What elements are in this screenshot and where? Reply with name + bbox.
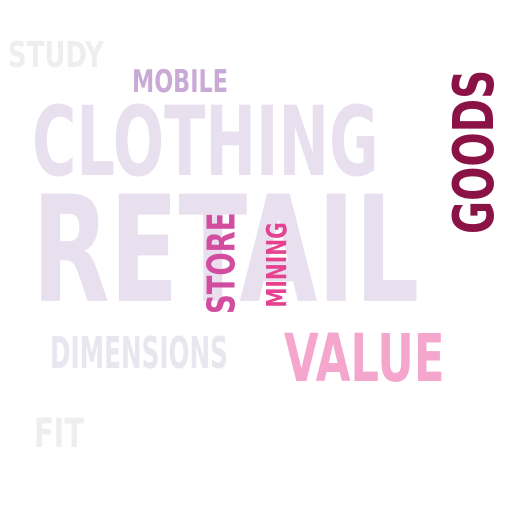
word-mining: MINING [260, 222, 293, 308]
word-value: VALUE [284, 320, 445, 397]
word-goods: GOODS [442, 69, 507, 234]
word-mobile: MOBILE [132, 64, 228, 100]
word-store: STORE [199, 212, 244, 314]
word-study: STUDY [8, 35, 104, 76]
word-clothing: CLOTHING [32, 86, 379, 198]
word-retail: RETAIL [32, 165, 420, 337]
word-dimensions: DIMENSIONS [50, 328, 228, 379]
word-fit: FIT [34, 411, 85, 457]
